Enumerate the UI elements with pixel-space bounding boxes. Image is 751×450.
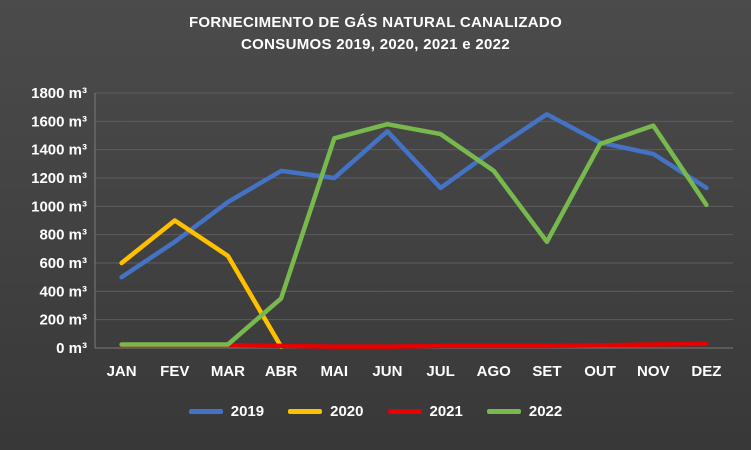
x-axis-tick-label: FEV <box>160 363 189 380</box>
y-axis-tick-label: 600 m³ <box>39 255 87 272</box>
x-axis-tick-label: AGO <box>477 363 512 380</box>
series-line-2020 <box>119 218 284 349</box>
x-axis-tick-label: MAI <box>321 363 349 380</box>
series-line-2019 <box>119 112 709 280</box>
legend-item-2022: 2022 <box>486 403 563 420</box>
plot-area: 0 m³ 200 m³ 400 m³ 600 m³ 800 m³ 1000 m³ 1200 … <box>0 81 751 401</box>
legend-label: 2019 <box>230 403 265 420</box>
x-axis-tick-label: MAR <box>211 363 245 380</box>
legend-item-2020: 2020 <box>288 403 364 420</box>
legend-item-2021: 2021 <box>387 403 463 420</box>
legend-label: 2021 <box>429 403 463 420</box>
y-axis-tick-label: 0 m³ <box>56 340 87 357</box>
x-axis-tick-label: OUT <box>584 363 616 380</box>
y-axis-tick-label: 1400 m³ <box>31 142 87 159</box>
legend-label: 2022 <box>528 403 563 420</box>
legend-item-2019: 2019 <box>188 403 265 420</box>
y-axis-tick-label: 200 m³ <box>39 312 87 329</box>
x-axis-tick-label: SET <box>532 363 561 380</box>
line-chart: FORNECIMENTO DE GÁS NATURAL CANALIZADO C… <box>0 0 751 420</box>
series-line-2022 <box>119 121 709 347</box>
legend-line-swatch <box>486 409 521 414</box>
y-axis-tick-label: 800 m³ <box>39 227 87 244</box>
y-axis-tick-label: 1800 m³ <box>31 85 87 102</box>
y-axis-tick-label: 1600 m³ <box>31 113 87 130</box>
chart-title: FORNECIMENTO DE GÁS NATURAL CANALIZADO C… <box>0 0 751 56</box>
y-axis-tick-label: 1200 m³ <box>31 170 87 187</box>
x-axis-tick-label: DEZ <box>691 363 721 380</box>
x-axis-tick-label: JUN <box>372 363 402 380</box>
chart-svg: 0 m³ 200 m³ 400 m³ 600 m³ 800 m³ 1000 m³ 1200 … <box>31 85 733 380</box>
legend-line-swatch <box>288 409 323 414</box>
x-axis-tick-label: JUL <box>426 363 454 380</box>
legend-line-swatch <box>387 409 422 414</box>
x-axis-tick-label: ABR <box>265 363 298 380</box>
x-axis-tick-label: NOV <box>637 363 670 380</box>
legend: 2019 2020 2021 2022 <box>0 403 751 420</box>
legend-line-swatch <box>188 409 223 414</box>
legend-label: 2020 <box>330 403 364 420</box>
y-axis-tick-label: 400 m³ <box>39 283 87 300</box>
x-axis-tick-label: JAN <box>107 363 137 380</box>
y-axis-tick-label: 1000 m³ <box>31 198 87 215</box>
gridlines: 0 m³ 200 m³ 400 m³ 600 m³ 800 m³ 1000 m³ 1200 … <box>31 85 733 357</box>
chart-title-line1: FORNECIMENTO DE GÁS NATURAL CANALIZADO <box>188 14 563 31</box>
chart-title-line2: CONSUMOS 2019, 2020, 2021 e 2022 <box>241 36 510 53</box>
